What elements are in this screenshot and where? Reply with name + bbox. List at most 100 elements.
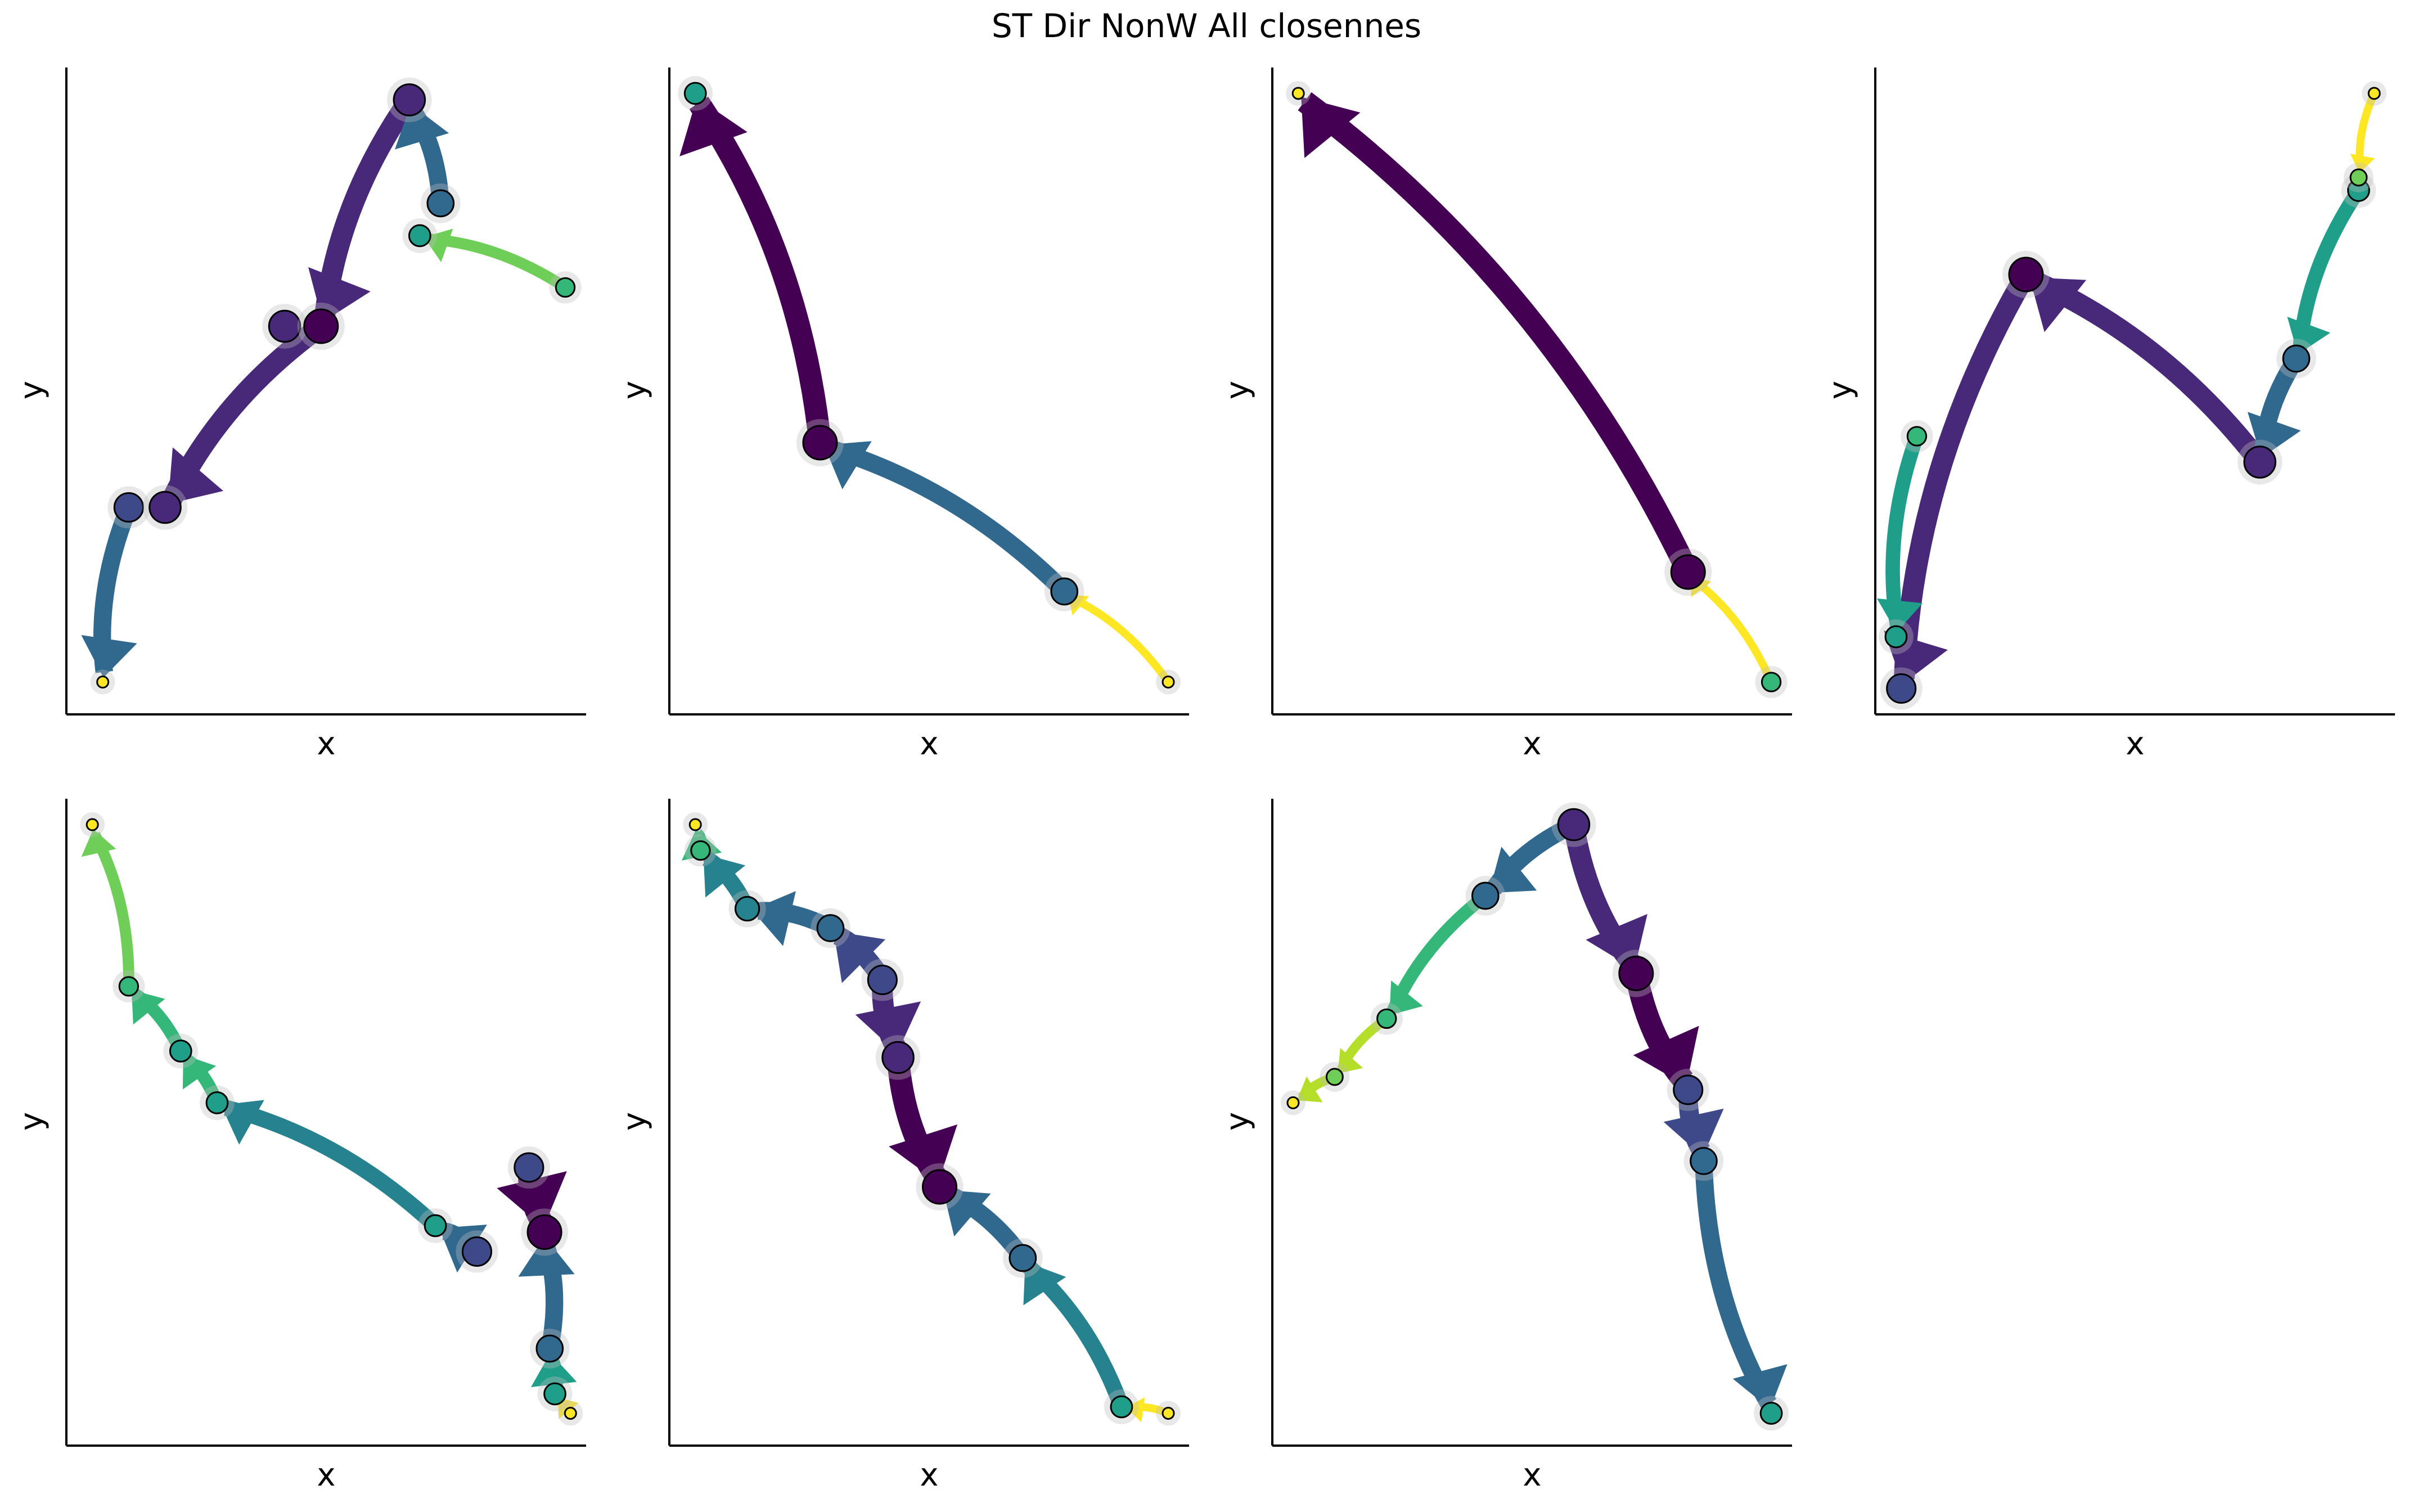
- node-3: [1471, 881, 1500, 910]
- node-2: [169, 1040, 192, 1063]
- y-axis-label: y: [1822, 380, 1860, 400]
- page-title: ST Dir NonW All closennes: [991, 7, 1422, 45]
- edge-7: [1695, 1160, 1777, 1408]
- node-7: [408, 224, 431, 248]
- node-2: [1376, 1008, 1397, 1029]
- y-axis-label: y: [616, 1112, 654, 1131]
- edge-0: [89, 831, 134, 987]
- node-0: [1286, 1096, 1300, 1109]
- edge-arrowhead-0: [679, 97, 748, 156]
- chart-plot-area: [1874, 68, 2395, 716]
- edges-group: [1296, 816, 1788, 1409]
- chart-plot-area: [65, 68, 586, 716]
- node-5: [881, 1041, 915, 1074]
- chart-plot-area: [1271, 799, 1792, 1447]
- x-axis-label: x: [920, 1457, 939, 1493]
- edge-arrowhead-7: [1732, 1364, 1788, 1409]
- node-7: [1009, 1244, 1037, 1272]
- node-6: [514, 1152, 544, 1183]
- node-3: [816, 914, 845, 942]
- edge-1: [1691, 577, 1775, 684]
- edge-arrowhead-6: [943, 1190, 991, 1237]
- edge-arrowhead-5: [1633, 1025, 1699, 1086]
- node-1: [690, 840, 711, 861]
- node-9: [1162, 1407, 1175, 1420]
- edge-arrowhead-7: [1023, 1262, 1066, 1306]
- edge-arrowhead-0: [1301, 97, 1361, 158]
- x-axis-label: x: [2126, 726, 2145, 762]
- node-0: [683, 82, 707, 105]
- node-8: [2367, 87, 2381, 100]
- edges-group: [679, 96, 1172, 685]
- edges-group: [1876, 92, 2378, 685]
- node-3: [268, 309, 301, 343]
- chart-plot-area: [668, 68, 1189, 716]
- node-7: [526, 1214, 562, 1250]
- x-axis-label: x: [1523, 1457, 1542, 1493]
- nodes-group: [1879, 81, 2387, 710]
- node-3: [205, 1091, 229, 1114]
- node-5: [461, 1236, 493, 1267]
- y-axis-label: y: [13, 1112, 51, 1131]
- node-5: [2282, 344, 2311, 373]
- edges-group: [1298, 92, 1775, 684]
- edge-arrowhead-6: [1663, 1108, 1724, 1157]
- chart-plot-area: [668, 799, 1189, 1447]
- chart-plot-area: [65, 799, 586, 1447]
- node-1: [1884, 625, 1908, 649]
- node-2: [148, 490, 182, 524]
- edge-arrowhead-1: [823, 441, 872, 489]
- node-8: [535, 1334, 564, 1363]
- x-axis-label: x: [920, 726, 939, 762]
- edge-arrowhead-1: [703, 854, 746, 898]
- edge-arrowhead-5: [497, 1171, 567, 1228]
- nodes-group: [1286, 81, 1788, 699]
- node-8: [1759, 1402, 1783, 1425]
- node-6: [921, 1169, 957, 1205]
- x-axis-label: x: [317, 1457, 336, 1493]
- nodes-group: [683, 812, 1181, 1426]
- node-3: [1162, 676, 1175, 688]
- edge-arrowhead-4: [424, 228, 453, 263]
- edge-arrowhead-4: [855, 1001, 921, 1054]
- node-5: [1618, 956, 1654, 991]
- edge-arrowhead-0: [1296, 1076, 1323, 1102]
- node-4: [1557, 808, 1591, 842]
- edge-arrowhead-2: [182, 1055, 217, 1090]
- node-10: [564, 1407, 577, 1420]
- edge-arrowhead-7: [531, 1353, 577, 1387]
- x-axis-label: x: [317, 726, 336, 762]
- edge-arrowhead-8: [1126, 1397, 1145, 1423]
- edge-arrowhead-3: [1489, 847, 1537, 893]
- node-0: [1291, 87, 1305, 100]
- node-2: [734, 896, 760, 922]
- node-1: [802, 425, 838, 461]
- edge-arrowhead-0: [308, 267, 371, 322]
- edge-1: [826, 439, 1071, 598]
- edge-arrowhead-2: [751, 891, 796, 946]
- node-1: [1670, 554, 1706, 590]
- node-1: [1325, 1068, 1344, 1086]
- edge-arrowhead-1: [168, 447, 224, 504]
- edge-arrowhead-3: [220, 1100, 264, 1145]
- node-0: [1886, 673, 1917, 704]
- node-1: [118, 976, 139, 997]
- edges-group: [81, 93, 569, 678]
- edge-arrowhead-1: [2029, 277, 2087, 332]
- edge-arrowhead-4: [1586, 914, 1647, 970]
- edge-arrowhead-6: [518, 1236, 575, 1277]
- node-2: [1906, 426, 1928, 447]
- nodes-group: [678, 76, 1181, 695]
- node-0: [85, 818, 99, 831]
- node-4: [303, 308, 339, 344]
- edge-0: [1893, 269, 2035, 680]
- node-9: [543, 1382, 566, 1406]
- edge-4: [429, 233, 569, 292]
- chart-plot-area: [1271, 68, 1792, 716]
- edge-arrowhead-3: [834, 931, 886, 983]
